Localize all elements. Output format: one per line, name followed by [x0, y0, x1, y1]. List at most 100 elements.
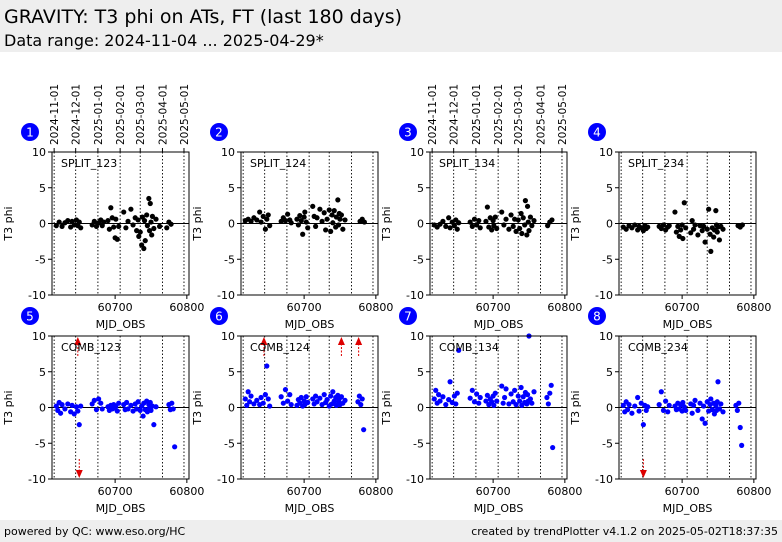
- data-point: [632, 222, 638, 228]
- data-point: [149, 213, 156, 219]
- data-point: [164, 225, 170, 231]
- data-point: [137, 407, 143, 413]
- data-point: [666, 402, 672, 408]
- y-tick-label: -10: [595, 473, 613, 486]
- data-point: [549, 217, 555, 223]
- data-point: [288, 402, 294, 408]
- panel-number-badge: [399, 307, 417, 325]
- data-point: [254, 397, 260, 403]
- data-point: [704, 226, 710, 232]
- data-point: [520, 394, 526, 400]
- y-tick-label: 5: [417, 366, 424, 379]
- data-point: [361, 219, 367, 225]
- y-tick-label: 10: [410, 330, 424, 343]
- data-point: [510, 223, 516, 229]
- data-point: [330, 389, 336, 395]
- x-tick-label: 60800: [547, 301, 582, 314]
- y-tick-label: -10: [595, 289, 613, 302]
- data-point: [690, 226, 697, 232]
- data-point: [340, 226, 346, 232]
- data-point: [701, 403, 707, 409]
- data-point: [338, 212, 345, 218]
- data-point: [130, 222, 136, 228]
- data-point: [658, 389, 664, 395]
- panel-number: 2: [215, 126, 223, 140]
- date-tick-label: 2025-03-01: [513, 84, 525, 145]
- data-point: [500, 400, 506, 406]
- data-point: [264, 216, 270, 222]
- data-range-subtitle: Data range: 2024-11-04 ... 2025-04-29*: [4, 31, 324, 50]
- data-point: [113, 216, 119, 222]
- data-point: [440, 394, 446, 400]
- data-point: [706, 206, 712, 212]
- data-point: [632, 403, 638, 409]
- data-point: [108, 205, 114, 211]
- data-point: [123, 399, 130, 406]
- data-point: [78, 225, 84, 231]
- data-point: [278, 394, 284, 400]
- x-axis-label: MJD_OBS: [285, 318, 335, 331]
- series-label: COMB_123: [61, 341, 121, 354]
- data-point: [518, 210, 524, 217]
- data-point: [713, 208, 719, 214]
- data-point: [734, 407, 740, 413]
- data-point: [737, 424, 743, 431]
- data-point: [453, 401, 459, 407]
- y-tick-label: 0: [606, 218, 613, 231]
- x-tick-label: 60700: [98, 485, 133, 498]
- data-point: [720, 226, 726, 232]
- y-tick-label: 10: [221, 330, 235, 343]
- data-point: [335, 197, 341, 203]
- y-tick-label: -5: [602, 437, 613, 450]
- data-point: [135, 399, 141, 405]
- data-point: [645, 404, 651, 410]
- data-point: [720, 409, 726, 415]
- outlier-arrow-up: [337, 337, 345, 345]
- data-point: [489, 227, 495, 233]
- data-point: [635, 394, 641, 401]
- outlier-arrow-up: [74, 337, 82, 345]
- data-point: [114, 408, 120, 414]
- data-point: [142, 238, 148, 244]
- y-tick-label: 5: [417, 182, 424, 195]
- data-point: [98, 400, 104, 406]
- data-point: [91, 397, 97, 403]
- data-point: [321, 392, 327, 398]
- data-point: [300, 231, 306, 237]
- data-point: [147, 200, 153, 207]
- data-point: [431, 396, 437, 402]
- panel-number: 6: [215, 310, 223, 324]
- data-point: [73, 404, 79, 410]
- data-point: [518, 384, 524, 391]
- panel-3: 2024-11-01 2024-12-01 2025-01-01 2025-02-01…: [380, 84, 582, 331]
- data-point: [471, 216, 478, 222]
- data-point: [506, 401, 512, 407]
- data-point: [506, 226, 512, 232]
- data-point: [106, 226, 112, 232]
- data-point: [310, 203, 316, 209]
- data-point: [508, 391, 514, 397]
- y-tick-label: 10: [410, 146, 424, 159]
- data-point: [709, 407, 715, 413]
- trend-plot-grid: 2024-11-01 2024-12-01 2025-01-01 2025-02-01…: [2, 84, 771, 515]
- series-label: SPLIT_234: [628, 157, 684, 170]
- data-point: [683, 407, 689, 413]
- data-point: [476, 400, 482, 406]
- data-point: [285, 211, 291, 217]
- date-tick-label: 2025-04-01: [157, 84, 169, 145]
- data-point: [545, 401, 551, 407]
- data-point: [548, 382, 554, 388]
- data-point: [53, 403, 59, 409]
- data-point: [53, 223, 59, 229]
- panel-8: -10 -5 0 5 10 60700 60800 MJD_OBS T3 phi COMB_234…: [569, 307, 771, 515]
- data-point: [248, 218, 254, 224]
- data-point: [317, 206, 323, 212]
- data-point: [116, 400, 122, 406]
- x-tick-label: 60700: [476, 301, 511, 314]
- data-point: [93, 407, 100, 413]
- outlier-arrow-up: [260, 337, 268, 345]
- data-point: [663, 398, 669, 404]
- data-point: [337, 216, 343, 222]
- data-point: [695, 407, 701, 413]
- data-point: [96, 396, 102, 402]
